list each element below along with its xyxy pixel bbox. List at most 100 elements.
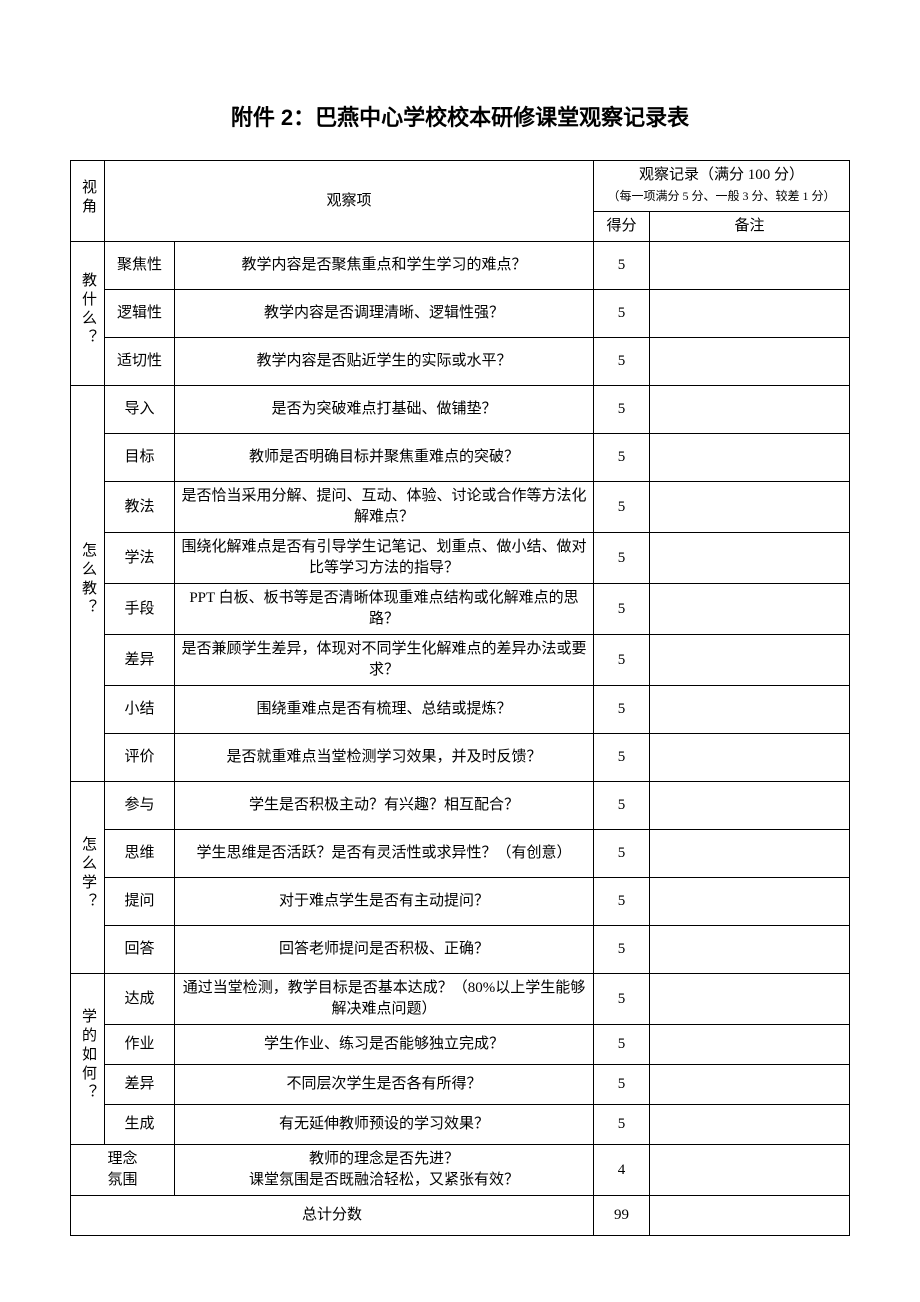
perspective-label: 教什么？ bbox=[77, 266, 98, 354]
total-row: 总计分数99 bbox=[71, 1196, 850, 1236]
item-cell: 逻辑性 bbox=[105, 290, 175, 338]
question-cell: 教师是否明确目标并聚焦重难点的突破？ bbox=[175, 434, 594, 482]
note-cell bbox=[649, 242, 849, 290]
question-cell: 有无延伸教师预设的学习效果？ bbox=[175, 1105, 594, 1145]
concept-question-cell: 教师的理念是否先进？ 课堂氛围是否既融洽轻松，又紧张有效？ bbox=[175, 1145, 594, 1196]
perspective-label: 学的如何？ bbox=[77, 1002, 98, 1109]
header-score: 得分 bbox=[593, 212, 649, 242]
score-cell: 5 bbox=[593, 1025, 649, 1065]
item-cell: 聚焦性 bbox=[105, 242, 175, 290]
item-cell: 参与 bbox=[105, 782, 175, 830]
concept-row: 理念 氛围教师的理念是否先进？ 课堂氛围是否既融洽轻松，又紧张有效？4 bbox=[71, 1145, 850, 1196]
question-cell: 教学内容是否调理清晰、逻辑性强？ bbox=[175, 290, 594, 338]
item-cell: 小结 bbox=[105, 686, 175, 734]
item-cell: 回答 bbox=[105, 926, 175, 974]
header-perspective: 视角 bbox=[71, 161, 105, 242]
table-row: 提问对于难点学生是否有主动提问？5 bbox=[71, 878, 850, 926]
question-cell: 回答老师提问是否积极、正确？ bbox=[175, 926, 594, 974]
table-row: 小结围绕重难点是否有梳理、总结或提炼？5 bbox=[71, 686, 850, 734]
note-cell bbox=[649, 782, 849, 830]
note-cell bbox=[649, 290, 849, 338]
score-cell: 5 bbox=[593, 434, 649, 482]
question-cell: 教学内容是否贴近学生的实际或水平？ bbox=[175, 338, 594, 386]
score-cell: 5 bbox=[593, 386, 649, 434]
question-cell: 学生是否积极主动？有兴趣？相互配合？ bbox=[175, 782, 594, 830]
table-row: 教法是否恰当采用分解、提问、互动、体验、讨论或合作等方法化解难点？5 bbox=[71, 482, 850, 533]
table-row: 逻辑性教学内容是否调理清晰、逻辑性强？5 bbox=[71, 290, 850, 338]
note-cell bbox=[649, 338, 849, 386]
perspective-label: 怎么学？ bbox=[77, 830, 98, 918]
header-note: 备注 bbox=[649, 212, 849, 242]
note-cell bbox=[649, 974, 849, 1025]
note-cell bbox=[649, 1065, 849, 1105]
score-cell: 5 bbox=[593, 338, 649, 386]
item-cell: 提问 bbox=[105, 878, 175, 926]
table-row: 思维学生思维是否活跃？是否有灵活性或求异性？（有创意）5 bbox=[71, 830, 850, 878]
score-cell: 5 bbox=[593, 782, 649, 830]
table-row: 差异不同层次学生是否各有所得？5 bbox=[71, 1065, 850, 1105]
note-cell bbox=[649, 1025, 849, 1065]
table-row: 差异是否兼顾学生差异，体现对不同学生化解难点的差异办法或要求？5 bbox=[71, 635, 850, 686]
question-cell: 学生作业、练习是否能够独立完成？ bbox=[175, 1025, 594, 1065]
score-cell: 5 bbox=[593, 686, 649, 734]
total-note-cell bbox=[649, 1196, 849, 1236]
question-cell: 教学内容是否聚焦重点和学生学习的难点？ bbox=[175, 242, 594, 290]
note-cell bbox=[649, 386, 849, 434]
item-cell: 达成 bbox=[105, 974, 175, 1025]
score-cell: 5 bbox=[593, 533, 649, 584]
table-row: 目标教师是否明确目标并聚焦重难点的突破？5 bbox=[71, 434, 850, 482]
item-cell: 差异 bbox=[105, 635, 175, 686]
note-cell bbox=[649, 926, 849, 974]
score-cell: 5 bbox=[593, 584, 649, 635]
perspective-cell: 教什么？ bbox=[71, 242, 105, 386]
table-row: 回答回答老师提问是否积极、正确？5 bbox=[71, 926, 850, 974]
header-record-title: 观察记录（满分 100 分） bbox=[639, 167, 804, 183]
question-cell: 是否为突破难点打基础、做铺垫？ bbox=[175, 386, 594, 434]
note-cell bbox=[649, 686, 849, 734]
item-cell: 手段 bbox=[105, 584, 175, 635]
note-cell bbox=[649, 878, 849, 926]
header-observation-item: 观察项 bbox=[105, 161, 594, 242]
question-cell: 是否兼顾学生差异，体现对不同学生化解难点的差异办法或要求？ bbox=[175, 635, 594, 686]
page-title: 附件 2：巴燕中心学校校本研修课堂观察记录表 bbox=[70, 100, 850, 132]
note-cell bbox=[649, 734, 849, 782]
note-cell bbox=[649, 533, 849, 584]
item-cell: 适切性 bbox=[105, 338, 175, 386]
item-cell: 目标 bbox=[105, 434, 175, 482]
table-row: 生成有无延伸教师预设的学习效果？5 bbox=[71, 1105, 850, 1145]
question-cell: 不同层次学生是否各有所得？ bbox=[175, 1065, 594, 1105]
concept-item-cell: 理念 氛围 bbox=[71, 1145, 175, 1196]
item-cell: 学法 bbox=[105, 533, 175, 584]
perspective-cell: 怎么教？ bbox=[71, 386, 105, 782]
table-row: 作业学生作业、练习是否能够独立完成？5 bbox=[71, 1025, 850, 1065]
concept-score-cell: 4 bbox=[593, 1145, 649, 1196]
question-cell: 对于难点学生是否有主动提问？ bbox=[175, 878, 594, 926]
question-cell: 是否就重难点当堂检测学习效果，并及时反馈？ bbox=[175, 734, 594, 782]
item-cell: 教法 bbox=[105, 482, 175, 533]
item-cell: 差异 bbox=[105, 1065, 175, 1105]
total-score-cell: 99 bbox=[593, 1196, 649, 1236]
note-cell bbox=[649, 830, 849, 878]
question-cell: 学生思维是否活跃？是否有灵活性或求异性？（有创意） bbox=[175, 830, 594, 878]
table-row: 评价是否就重难点当堂检测学习效果，并及时反馈？5 bbox=[71, 734, 850, 782]
table-row: 学的如何？达成通过当堂检测，教学目标是否基本达成？（80%以上学生能够解决难点问… bbox=[71, 974, 850, 1025]
note-cell bbox=[649, 584, 849, 635]
table-row: 手段PPT 白板、板书等是否清晰体现重难点结构或化解难点的思路？5 bbox=[71, 584, 850, 635]
perspective-cell: 怎么学？ bbox=[71, 782, 105, 974]
note-cell bbox=[649, 1105, 849, 1145]
table-row: 怎么学？参与学生是否积极主动？有兴趣？相互配合？5 bbox=[71, 782, 850, 830]
header-record-subtitle: （每一项满分 5 分、一般 3 分、较差 1 分） bbox=[607, 189, 835, 203]
table-row: 教什么？聚焦性教学内容是否聚焦重点和学生学习的难点？5 bbox=[71, 242, 850, 290]
question-cell: PPT 白板、板书等是否清晰体现重难点结构或化解难点的思路？ bbox=[175, 584, 594, 635]
perspective-label: 怎么教？ bbox=[77, 536, 98, 624]
score-cell: 5 bbox=[593, 482, 649, 533]
score-cell: 5 bbox=[593, 1105, 649, 1145]
score-cell: 5 bbox=[593, 974, 649, 1025]
question-cell: 围绕化解难点是否有引导学生记笔记、划重点、做小结、做对比等学习方法的指导？ bbox=[175, 533, 594, 584]
score-cell: 5 bbox=[593, 290, 649, 338]
score-cell: 5 bbox=[593, 1065, 649, 1105]
concept-note-cell bbox=[649, 1145, 849, 1196]
table-row: 怎么教？导入是否为突破难点打基础、做铺垫？5 bbox=[71, 386, 850, 434]
score-cell: 5 bbox=[593, 734, 649, 782]
header-row-1: 视角 观察项 观察记录（满分 100 分） （每一项满分 5 分、一般 3 分、… bbox=[71, 161, 850, 212]
